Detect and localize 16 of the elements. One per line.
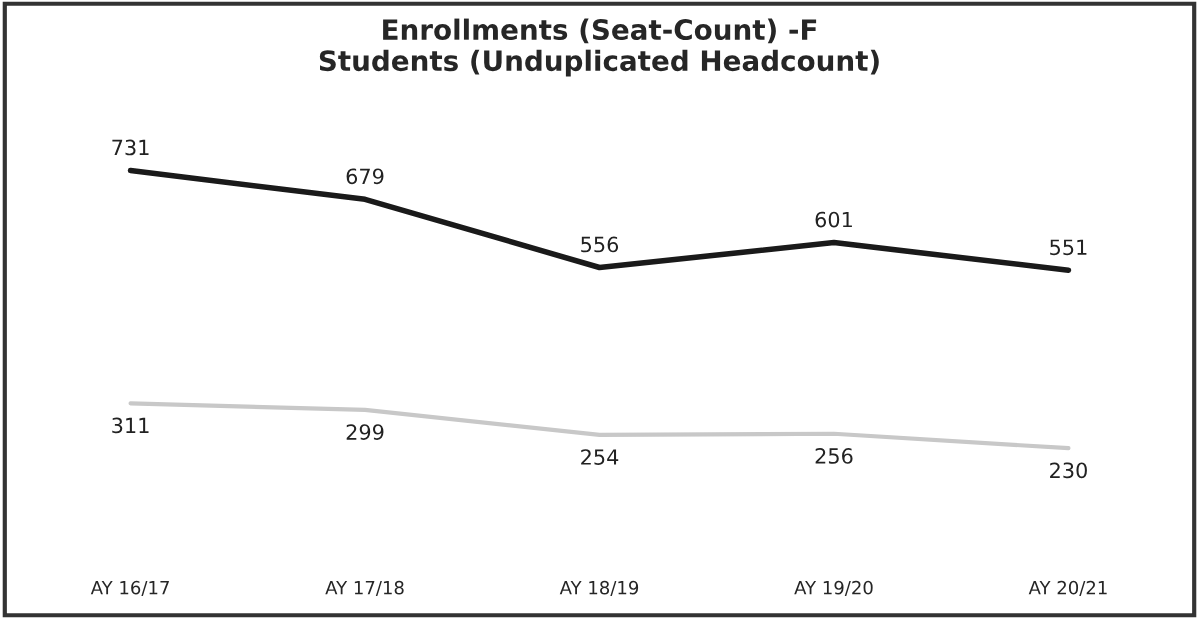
data-label: 601 (815, 211, 852, 228)
data-label: 679 (346, 168, 384, 185)
data-label: 731 (112, 139, 149, 156)
x-tick-label: AY 18/19 (559, 580, 639, 596)
data-label: 556 (581, 236, 619, 253)
x-tick-label: AY 19/20 (794, 580, 873, 596)
data-label: 230 (1050, 462, 1087, 479)
data-label: 254 (581, 449, 619, 465)
chart-title: Enrollments (Seat-Count) -F Students (Unduplicated Headcount) (319, 18, 879, 77)
data-label: 551 (1050, 239, 1087, 256)
data-label: 311 (112, 417, 149, 434)
data-label: 299 (346, 424, 384, 440)
data-label: 256 (815, 448, 853, 464)
x-tick-label: AY 20/21 (1028, 580, 1107, 596)
x-tick-label: AY 16/17 (90, 580, 169, 596)
x-tick-label: AY 17/18 (325, 580, 404, 596)
